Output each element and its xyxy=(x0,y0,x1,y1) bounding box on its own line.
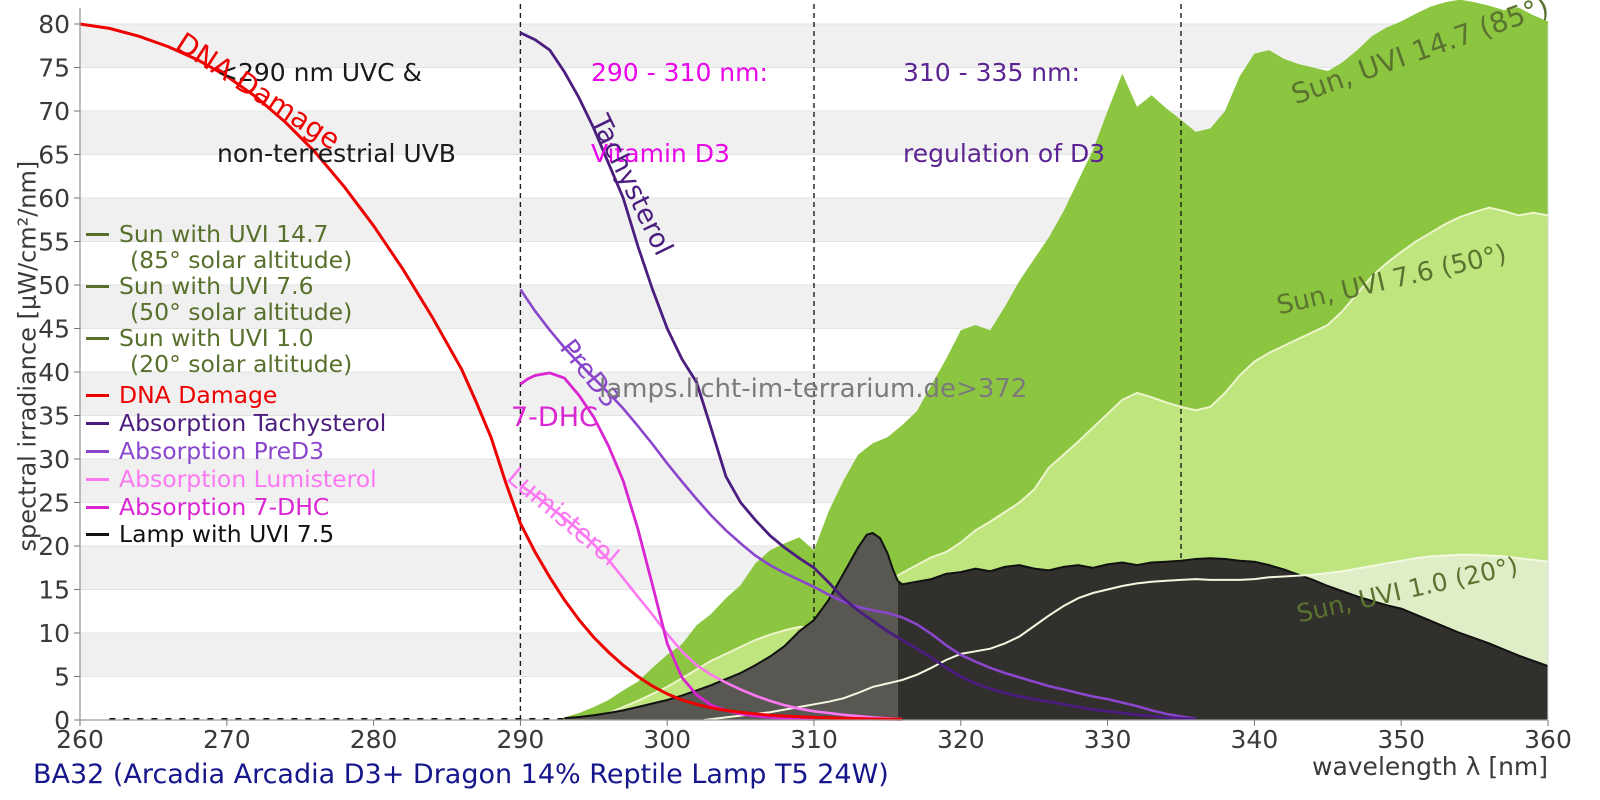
x-tick-label: 340 xyxy=(1231,725,1279,754)
dhc-curve xyxy=(519,371,815,721)
x-tick-label: 290 xyxy=(497,725,545,754)
tachysterol-curve xyxy=(519,31,1196,721)
lamp-curve xyxy=(564,531,1549,720)
legend-item-lamp: Lamp with UVI 7.5 xyxy=(86,520,334,548)
annotation-vitamin-d3: 290 - 310 nm: Vitamin D3 xyxy=(591,5,768,221)
legend-label: Sun with UVI 1.0 xyxy=(119,324,314,352)
y-tick-label: 0 xyxy=(54,706,70,735)
legend-label: Absorption PreD3 xyxy=(119,437,325,465)
y-tick-label: 50 xyxy=(38,271,70,300)
annotation-vitamin-d3-line2: Vitamin D3 xyxy=(591,139,730,168)
annotation-regulation-line2: regulation of D3 xyxy=(903,139,1106,168)
dna-curve xyxy=(79,22,903,721)
legend-item-dna: DNA Damage xyxy=(86,381,277,409)
legend-item-sun-7-6: Sun with UVI 7.6 xyxy=(86,272,314,300)
legend-label: Lamp with UVI 7.5 xyxy=(119,520,335,548)
legend-swatch xyxy=(86,233,109,236)
y-tick-label: 45 xyxy=(38,315,70,344)
lumisterol-curve xyxy=(519,484,903,721)
x-tick-label: 300 xyxy=(643,725,691,754)
annotation-uvc-line1: <290 nm UVC & xyxy=(217,58,423,87)
legend-label: Sun with UVI 7.6 xyxy=(119,272,314,300)
legend-swatch xyxy=(86,337,109,340)
y-tick-label: 75 xyxy=(38,54,70,83)
x-axis-title: wavelength λ [nm] xyxy=(1312,752,1549,781)
x-tick-label: 270 xyxy=(203,725,251,754)
pred3-curve xyxy=(519,288,1196,720)
legend-item-tachysterol: Absorption Tachysterol xyxy=(86,409,386,437)
x-tick-label: 260 xyxy=(56,725,104,754)
legend-label: Absorption Tachysterol xyxy=(119,409,387,437)
y-tick-label: 25 xyxy=(38,489,70,518)
sun_uvi_7_6-edge xyxy=(586,206,1549,721)
legend-swatch xyxy=(86,394,109,397)
legend-label: Absorption 7-DHC xyxy=(119,493,330,521)
y-tick-label: 15 xyxy=(38,576,70,605)
legend-swatch xyxy=(86,506,109,509)
x-tick-label: 280 xyxy=(350,725,398,754)
legend-item-sun-7-6-sub: (50° solar altitude) xyxy=(130,298,352,326)
y-tick-label: 70 xyxy=(38,97,70,126)
legend-item-sun-14-7: Sun with UVI 14.7 xyxy=(86,220,329,248)
sun_uvi_1_0-overlay-edge xyxy=(703,553,1549,721)
watermark: lamps.licht-im-terrarium.de>372 xyxy=(599,374,1028,404)
annotation-uvc: <290 nm UVC & non-terrestrial UVB xyxy=(217,5,456,221)
legend-item-sun-14-7-sub: (85° solar altitude) xyxy=(130,246,352,274)
legend-sublabel: (20° solar altitude) xyxy=(130,350,353,378)
legend-swatch xyxy=(86,422,109,425)
legend-swatch xyxy=(86,478,109,481)
y-tick-label: 55 xyxy=(38,228,70,257)
legend-item-sun-1-0: Sun with UVI 1.0 xyxy=(86,324,314,352)
y-tick-label: 40 xyxy=(38,358,70,387)
annotation-uvc-line2: non-terrestrial UVB xyxy=(217,139,456,168)
legend-swatch xyxy=(86,533,109,536)
legend-item-sun-1-0-sub: (20° solar altitude) xyxy=(130,350,352,378)
y-tick-label: 10 xyxy=(38,619,70,648)
x-tick-label: 310 xyxy=(790,725,838,754)
y-tick-label: 20 xyxy=(38,532,70,561)
legend-swatch xyxy=(86,450,109,453)
y-tick-label: 30 xyxy=(38,445,70,474)
legend-item-lumisterol: Absorption Lumisterol xyxy=(86,465,377,493)
legend-item-pred3: Absorption PreD3 xyxy=(86,437,324,465)
x-tick-label: 350 xyxy=(1377,725,1425,754)
lamp-area-uvb xyxy=(564,533,898,720)
legend-label: Absorption Lumisterol xyxy=(119,465,377,493)
legend-label: Sun with UVI 14.7 xyxy=(119,220,329,248)
x-tick-label: 360 xyxy=(1524,725,1572,754)
chart-title: BA32 (Arcadia Arcadia D3+ Dragon 14% Rep… xyxy=(33,759,889,790)
lamp-area xyxy=(897,558,1548,720)
legend-swatch xyxy=(86,285,109,288)
y-tick-label: 35 xyxy=(38,402,70,431)
y-tick-label: 65 xyxy=(38,141,70,170)
annotation-regulation-line1: 310 - 335 nm: xyxy=(903,58,1080,87)
y-tick-label: 60 xyxy=(38,184,70,213)
y-tick-label: 80 xyxy=(38,10,70,39)
annotation-regulation: 310 - 335 nm: regulation of D3 xyxy=(903,5,1105,221)
annotation-vitamin-d3-line1: 290 - 310 nm: xyxy=(591,58,768,87)
x-tick-label: 330 xyxy=(1084,725,1132,754)
legend-label: DNA Damage xyxy=(119,381,278,409)
y-axis-title: spectral irradiance [μW/cm²/nm] xyxy=(13,160,42,552)
legend-sublabel: (85° solar altitude) xyxy=(130,246,353,274)
y-tick-label: 5 xyxy=(54,663,70,692)
legend-sublabel: (50° solar altitude) xyxy=(130,298,353,326)
legend-item-dhc: Absorption 7-DHC xyxy=(86,493,329,521)
x-tick-label: 320 xyxy=(937,725,985,754)
curve-label-7-dhc: 7-DHC xyxy=(511,402,598,433)
